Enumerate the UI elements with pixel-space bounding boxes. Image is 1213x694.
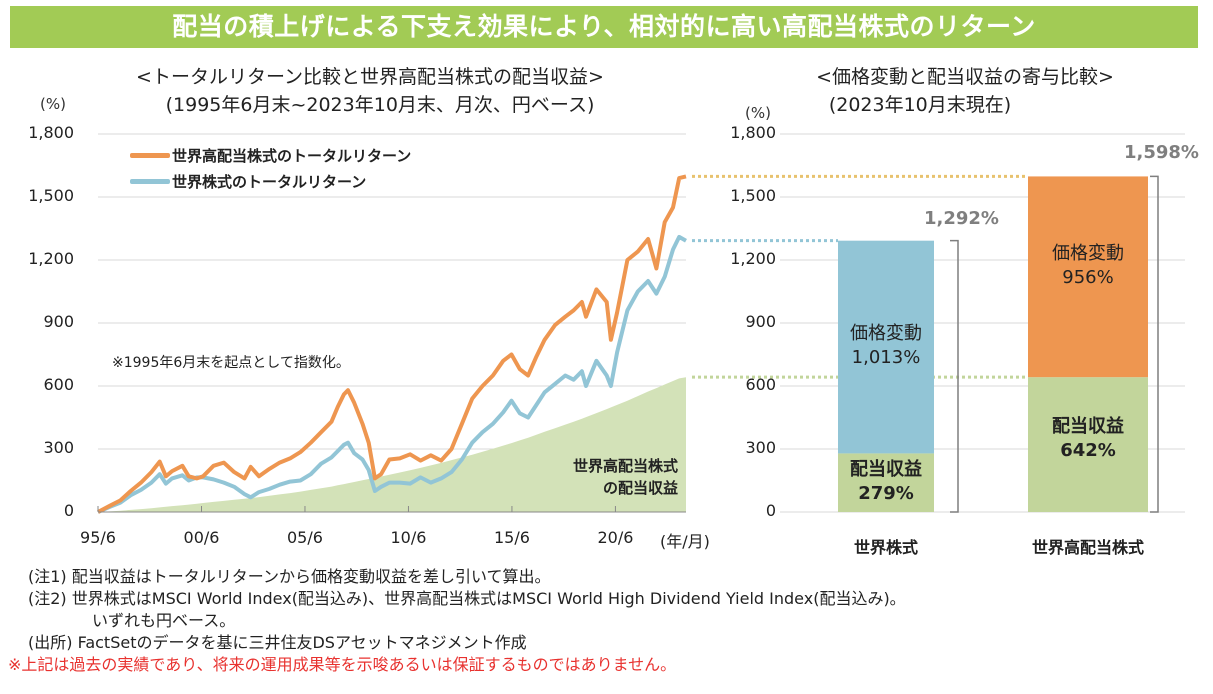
footnote-1: (注1) 配当収益はトータルリターンから価格変動収益を差し引いて算出。 <box>28 566 906 588</box>
total-bracket <box>950 239 959 513</box>
left-y-tick-label: 1,500 <box>28 186 74 205</box>
segment-name: 配当収益 <box>1052 416 1124 437</box>
left-x-tick-label: 10/6 <box>390 528 427 547</box>
legend-swatch-orange <box>130 152 170 158</box>
banner-title: 配当の積上げによる下支え効果により、相対的に高い高配当株式のリターン <box>172 12 1036 41</box>
footnote-2: (注2) 世界株式はMSCI World Index(配当込み)、世界高配当株式… <box>28 588 906 610</box>
right-y-tick-label: 600 <box>745 375 776 394</box>
footnote-prefix: (注2) <box>28 589 67 608</box>
dividend-area-label: 世界高配当株式 の配当収益 <box>520 455 678 499</box>
bar-dividend-segment <box>838 453 934 512</box>
category-high-dividend: 世界高配当株式 <box>1031 538 1144 557</box>
left-y-unit: (%) <box>40 95 66 113</box>
total-bracket <box>1150 175 1159 513</box>
world-total-label: 1,292% <box>924 208 999 229</box>
area-label-line1: 世界高配当株式 <box>572 457 678 475</box>
left-y-tick-label: 600 <box>43 375 74 394</box>
total-brackets <box>950 175 1159 513</box>
legend-item-high-dividend: 世界高配当株式のトータルリターン <box>130 142 411 168</box>
segment-name: 価格変動 <box>1052 243 1124 264</box>
bar-dividend-segment <box>1028 377 1148 512</box>
disclaimer: ※上記は過去の実績であり、将来の運用成果等を示唆あるいは保証するものではありませ… <box>8 655 677 674</box>
x-axis-unit: (年/月) <box>660 532 710 551</box>
left-y-tick-label: 300 <box>43 438 74 457</box>
left-x-tick-label: 15/6 <box>493 528 530 547</box>
footnote-text: 世界株式はMSCI World Index(配当込み)、世界高配当株式はMSCI… <box>71 589 906 608</box>
right-y-tick-label: 1,200 <box>730 249 776 268</box>
left-x-tick-label: 20/6 <box>597 528 634 547</box>
high-dividend-line <box>97 174 687 514</box>
stacked-bars <box>838 176 1148 512</box>
index-note: ※1995年6月末を起点として指数化。 <box>112 355 350 371</box>
right-chart-subtitle: (2023年10月末現在) <box>828 94 1012 116</box>
bar-price-segment <box>1028 176 1148 378</box>
right-y-tick-label: 1,500 <box>730 186 776 205</box>
title-banner: 配当の積上げによる下支え効果により、相対的に高い高配当株式のリターン <box>10 6 1198 48</box>
right-y-unit: (%) <box>745 104 771 122</box>
bar-price-segment <box>838 240 934 454</box>
high-dividend-total-label: 1,598% <box>1124 142 1199 163</box>
right-y-tick-label: 0 <box>765 501 776 520</box>
left-x-tick-label: 05/6 <box>287 528 323 547</box>
right-y-tick-label: 300 <box>745 438 776 457</box>
footnote-text: 配当収益はトータルリターンから価格変動収益を差し引いて算出。 <box>71 567 551 586</box>
left-x-tickmarks <box>97 506 616 512</box>
legend-label: 世界高配当株式のトータルリターン <box>172 146 412 165</box>
high-dividend-dividend-label: 配当収益 642% <box>1028 415 1148 463</box>
segment-value: 642% <box>1060 440 1116 461</box>
footnote-text: FactSetのデータを基に三井住友DSアセットマネジメント作成 <box>77 633 527 652</box>
legend-item-world: 世界株式のトータルリターン <box>130 168 411 194</box>
footnote-source: (出所) FactSetのデータを基に三井住友DSアセットマネジメント作成 <box>28 632 906 654</box>
segment-value: 279% <box>858 483 914 504</box>
footnotes: (注1) 配当収益はトータルリターンから価格変動収益を差し引いて算出。 (注2)… <box>8 566 906 676</box>
category-world: 世界株式 <box>853 538 918 557</box>
segment-value: 1,013% <box>851 347 921 368</box>
left-y-tick-label: 1,200 <box>28 249 74 268</box>
right-y-tick-label: 1,800 <box>730 123 776 142</box>
legend-swatch-blue <box>130 178 170 184</box>
segment-name: 配当収益 <box>850 459 922 480</box>
right-y-tick-label: 900 <box>745 312 776 331</box>
footnote-prefix: (注1) <box>28 567 67 586</box>
area-label-line2: の配当収益 <box>602 479 678 497</box>
left-chart-subtitle: (1995年6月末~2023年10月末、月次、円ベース) <box>165 94 595 116</box>
left-chart-title: <トータルリターン比較と世界高配当株式の配当収益> <box>136 66 604 88</box>
left-x-tick-label: 95/6 <box>80 528 116 547</box>
segment-value: 956% <box>1062 267 1114 288</box>
world-price-label: 価格変動 1,013% <box>838 322 934 370</box>
world-dividend-label: 配当収益 279% <box>838 458 934 506</box>
segment-name: 価格変動 <box>850 323 922 344</box>
footnote-2-cont: いずれも円ベース。 <box>92 611 236 630</box>
left-x-tick-label: 00/6 <box>183 528 220 547</box>
legend-label: 世界株式のトータルリターン <box>172 172 367 191</box>
left-y-tick-label: 900 <box>43 312 74 331</box>
right-chart-title: <価格変動と配当収益の寄与比較> <box>816 66 1114 88</box>
left-y-tick-label: 1,800 <box>28 123 74 142</box>
left-gridlines <box>98 133 686 450</box>
high-dividend-price-label: 価格変動 956% <box>1028 242 1148 290</box>
footnote-prefix: (出所) <box>28 633 73 652</box>
legend: 世界高配当株式のトータルリターン 世界株式のトータルリターン <box>130 142 411 194</box>
dividend-income-area <box>98 377 686 512</box>
left-y-tick-label: 0 <box>63 501 74 520</box>
